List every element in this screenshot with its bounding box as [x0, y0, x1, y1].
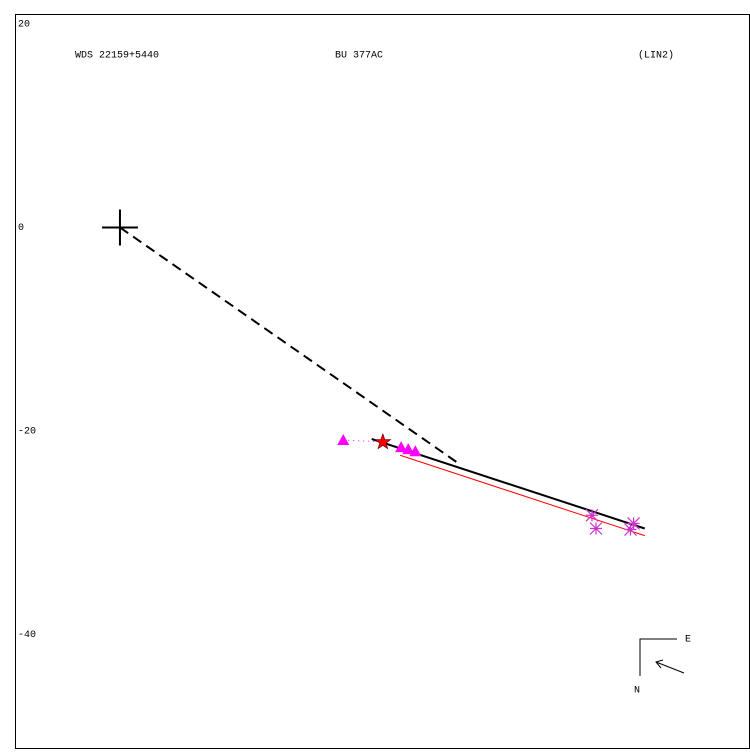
cross-arms [101, 209, 138, 246]
asterisk-shape [624, 523, 637, 536]
compass: E N [634, 635, 691, 697]
triangle-shape [402, 443, 415, 455]
primary-cross [101, 209, 138, 246]
triangle-shape [395, 441, 408, 453]
compass-north: N [634, 686, 640, 697]
asterisk-shape [627, 516, 640, 530]
dashed-line [119, 226, 461, 466]
y-tick-label: 0 [18, 223, 24, 234]
asterisk-shape [589, 522, 603, 535]
triangle-marker [402, 443, 415, 455]
compass-arrow [655, 661, 685, 674]
compass-east: E [685, 635, 691, 646]
star-marker [374, 432, 392, 450]
fit-line [399, 454, 645, 537]
plot-frame [15, 14, 750, 749]
asterisk-marker [585, 508, 599, 522]
compass-arrowhead [655, 659, 664, 669]
triangle-marker [395, 441, 408, 453]
discoverer: BU 377AC [335, 51, 383, 62]
asterisk-marker [624, 523, 637, 536]
compass-axes [639, 638, 677, 676]
y-tick-label: -20 [18, 427, 36, 438]
method: (LIN2) [638, 50, 674, 62]
y-tick-label: -40 [18, 630, 36, 641]
triangle-marker [409, 445, 422, 457]
triangle-shape [337, 434, 350, 446]
triangle-shape [409, 445, 422, 457]
star-shape [374, 432, 392, 450]
asterisk-marker [589, 522, 603, 535]
triangle-marker [337, 434, 350, 446]
asterisk-marker [627, 516, 640, 530]
wds-id: WDS 22159+5440 [75, 51, 159, 62]
asterisk-shape [585, 508, 599, 522]
y-tick-label: 20 [18, 20, 30, 31]
